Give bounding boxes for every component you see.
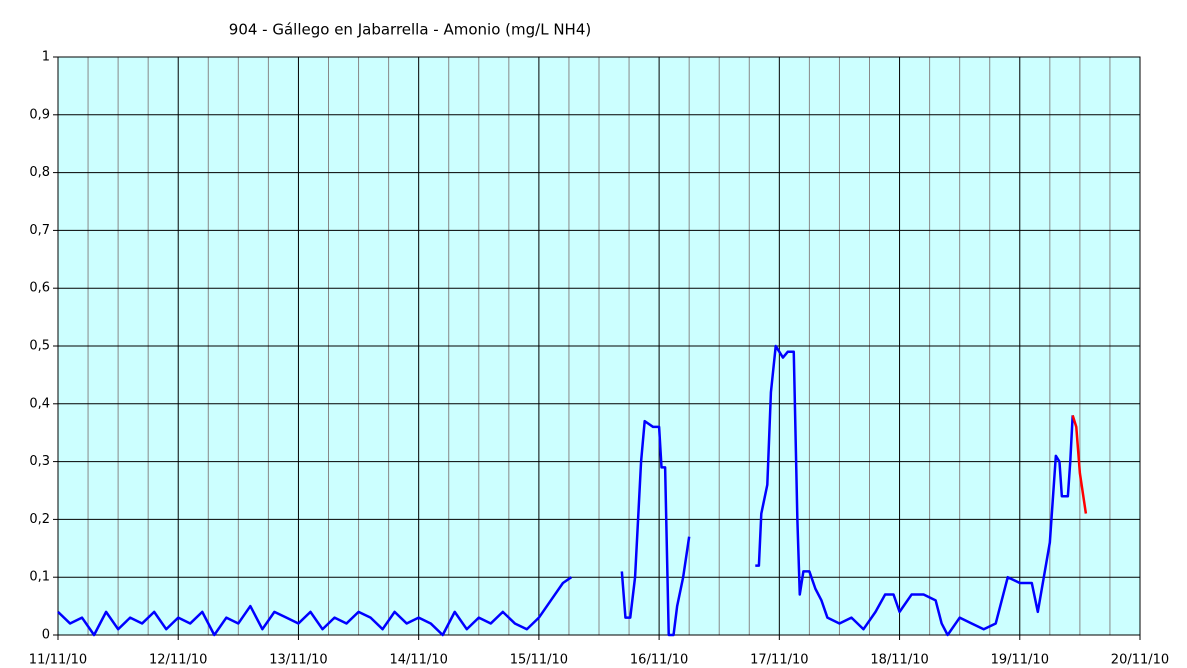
plot-border — [57, 56, 1141, 636]
y-tick-label: 0,3 — [29, 454, 50, 469]
y-tick-label: 0,1 — [29, 570, 50, 585]
x-tick-label: 17/11/10 — [750, 653, 808, 668]
x-tick-label: 14/11/10 — [389, 653, 447, 668]
y-tick-label: 0,6 — [29, 281, 50, 296]
y-tick-label: 0 — [42, 628, 50, 643]
y-tick-label: 0,5 — [29, 339, 50, 354]
y-tick-label: 0,8 — [29, 165, 50, 180]
x-tick-label: 20/11/10 — [1111, 653, 1169, 668]
data-line — [1071, 414, 1088, 514]
y-tick-label: 0,2 — [29, 512, 50, 527]
x-tick-label: 15/11/10 — [510, 653, 568, 668]
y-tick-label: 1 — [42, 50, 50, 65]
y-tick-label: 0,4 — [29, 396, 50, 411]
x-tick-label: 12/11/10 — [149, 653, 207, 668]
y-tick-label: 0,7 — [29, 223, 50, 238]
x-tick-label: 18/11/10 — [870, 653, 928, 668]
x-tick-label: 13/11/10 — [269, 653, 327, 668]
y-tick-label: 0,9 — [29, 107, 50, 122]
x-tick-label: 19/11/10 — [991, 653, 1049, 668]
x-tick-label: 16/11/10 — [630, 653, 688, 668]
data-line — [57, 344, 1074, 637]
x-tick-label: 11/11/10 — [29, 653, 87, 668]
chart-title: 904 - Gállego en Jabarrella - Amonio (mg… — [229, 21, 591, 39]
